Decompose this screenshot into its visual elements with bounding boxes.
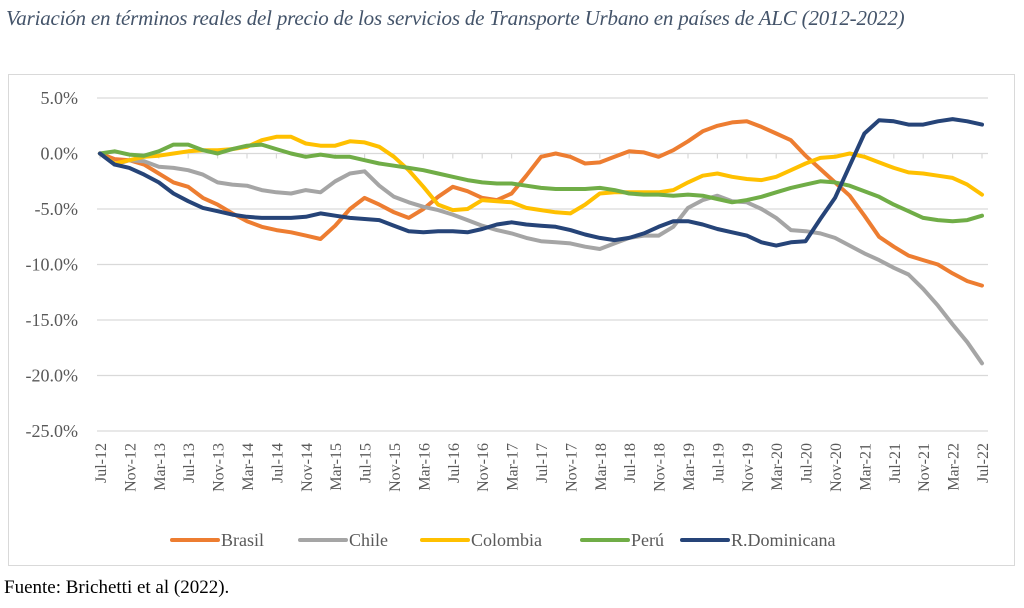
x-tick-label: Mar-15 [328, 443, 345, 491]
y-tick-label: -10.0% [26, 255, 79, 275]
legend-item: Chile [298, 530, 388, 550]
y-axis-ticks: 5.0% 0.0% -5.0% -10.0% -15.0% -20.0% -25.0% [26, 88, 79, 441]
legend-label: R.Dominicana [731, 530, 835, 550]
legend-label: Chile [349, 530, 388, 550]
x-tick-label: Nov-21 [916, 443, 933, 492]
y-tick-label: 5.0% [41, 88, 79, 108]
x-tick-label: Jul-16 [446, 443, 463, 483]
x-tick-label: Mar-18 [593, 443, 610, 491]
legend: Brasil Chile Colombia Perú R.Dominicana [170, 530, 835, 550]
legend-item: Colombia [420, 530, 542, 550]
x-tick-label: Mar-16 [416, 443, 433, 491]
x-tick-label: Nov-16 [475, 443, 492, 492]
x-axis-tick-labels: Jul-12 Nov-12 Mar-13 Jul-13 Nov-13 Mar-14 Jul-… [93, 443, 992, 492]
chart-frame [8, 74, 1015, 566]
x-tick-label: Jul-12 [93, 443, 110, 483]
series-line-chile [98, 151, 984, 366]
x-tick-label: Mar-21 [857, 443, 874, 491]
x-tick-label: Mar-13 [152, 443, 169, 491]
x-tick-label: Nov-13 [211, 443, 228, 492]
x-tick-label: Nov-20 [828, 443, 845, 492]
x-tick-label: Jul-22 [975, 443, 992, 483]
x-tick-label: Jul-13 [181, 443, 198, 483]
source-note: Fuente: Brichetti et al (2022). [4, 577, 230, 598]
y-tick-label: -20.0% [26, 366, 79, 386]
legend-item: Brasil [170, 530, 264, 550]
x-tick-label: Jul-15 [358, 443, 375, 483]
legend-item: Perú [580, 530, 664, 550]
x-tick-label: Mar-17 [505, 443, 522, 491]
legend-label: Brasil [221, 530, 264, 550]
y-tick-label: -25.0% [26, 421, 79, 441]
series-line-per [98, 142, 984, 224]
x-tick-label: Mar-14 [240, 443, 257, 491]
y-tick-label: 0.0% [41, 144, 79, 164]
x-tick-label: Jul-17 [534, 443, 551, 483]
series-line-brasil [98, 119, 984, 288]
legend-label: Colombia [471, 530, 542, 550]
series-line-rdominicana [98, 117, 984, 248]
legend-label: Perú [631, 530, 664, 550]
x-tick-label: Nov-18 [652, 443, 669, 492]
x-tick-label: Mar-20 [769, 443, 786, 491]
x-tick-label: Jul-14 [269, 443, 286, 483]
x-tick-label: Nov-17 [563, 443, 580, 492]
x-tick-label: Nov-19 [740, 443, 757, 492]
x-tick-label: Mar-19 [681, 443, 698, 491]
gridlines [97, 97, 988, 432]
x-tick-label: Nov-12 [122, 443, 139, 492]
x-tick-label: Mar-22 [946, 443, 963, 491]
legend-item: R.Dominicana [680, 530, 835, 550]
series-lines [98, 117, 984, 366]
y-tick-label: -15.0% [26, 310, 79, 330]
x-tick-label: Jul-20 [799, 443, 816, 483]
x-tick-label: Jul-19 [710, 443, 727, 483]
chart-title: Variación en términos reales del precio … [6, 6, 905, 30]
x-tick-label: Jul-18 [622, 443, 639, 483]
x-tick-label: Nov-14 [299, 443, 316, 492]
x-tick-label: Jul-21 [887, 443, 904, 483]
x-tick-label: Nov-15 [387, 443, 404, 492]
y-tick-label: -5.0% [35, 199, 79, 219]
